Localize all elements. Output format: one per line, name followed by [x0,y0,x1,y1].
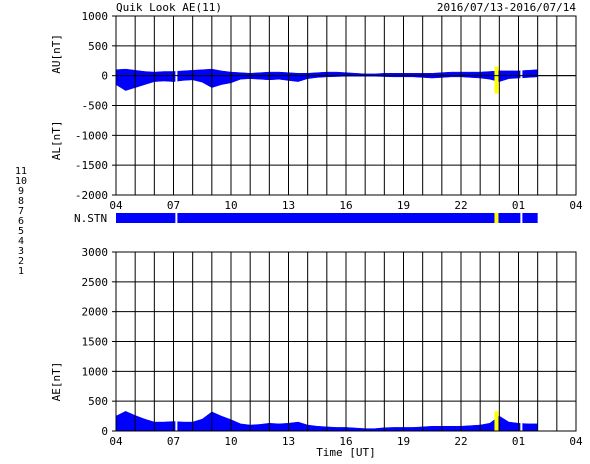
y-axis-label-au: AU[nT] [50,34,63,74]
legend-number: 9 [18,186,24,197]
legend-number: 10 [15,176,27,187]
x-tick-label: 10 [224,199,237,212]
x-tick-label: 01 [512,199,525,212]
legend-number: 8 [18,196,24,207]
data-gap-white [175,66,178,94]
legend-number: 7 [18,206,24,217]
y-tick-label: 1000 [82,365,109,378]
x-tick-label: 22 [454,199,467,212]
legend-number: 6 [18,216,24,227]
y-tick-label: 2500 [82,276,109,289]
plot-frame [115,251,577,432]
x-tick-label: 19 [397,435,410,448]
y-tick-label: 3000 [82,246,109,259]
x-tick-label: 19 [397,199,410,212]
x-tick-label: 07 [167,435,180,448]
x-tick-label: 13 [282,199,295,212]
y-tick-label: -1000 [75,129,108,142]
date-range: 2016/07/13-2016/07/14 [437,1,576,14]
legend-number: 5 [18,226,24,237]
y-tick-label: -500 [82,100,109,113]
data-gap-yellow [494,411,499,431]
x-tick-label: 10 [224,435,237,448]
data-gap-white [520,66,523,94]
x-axis-label: Time [UT] [316,446,376,459]
y-axis-label-ae: AE[nT] [50,362,63,402]
legend-number: 3 [18,246,24,257]
y-tick-label: -1500 [75,159,108,172]
legend-number: 2 [18,256,24,267]
y-tick-label: -2000 [75,189,108,202]
x-tick-label: 07 [167,199,180,212]
data-gap-yellow [494,213,499,223]
x-tick-label: 16 [339,435,352,448]
legend-number: 11 [15,166,27,177]
x-tick-label: 13 [282,435,295,448]
data-gap-white [175,411,178,431]
chart-title: Quik Look AE(11) [116,1,222,14]
legend-number: 1 [18,266,24,277]
y-tick-label: 0 [101,425,108,438]
legend-number: 4 [18,236,24,247]
station-count-bar [116,213,538,223]
x-tick-label: 04 [109,435,123,448]
y-tick-label: 0 [101,70,108,83]
y-tick-label: 1000 [82,10,109,23]
y-tick-label: 2000 [82,306,109,319]
data-gap-yellow [494,66,499,94]
x-tick-label: 04 [109,199,123,212]
x-tick-label: 04 [569,199,583,212]
x-tick-label: 22 [454,435,467,448]
y-tick-label: 500 [88,40,108,53]
x-tick-label: 01 [512,435,525,448]
x-tick-label: 16 [339,199,352,212]
data-gap-white [175,213,178,223]
plot-frame [115,15,577,196]
station-count-label: N.STN [74,212,107,225]
station-count-panel: N.STN [74,212,538,225]
y-tick-label: 500 [88,395,108,408]
y-tick-label: 1500 [82,336,109,349]
x-tick-label: 04 [569,435,583,448]
data-gap-white [520,213,523,223]
data-gap-white [520,411,523,431]
y-axis-label-al: AL[nT] [50,120,63,160]
